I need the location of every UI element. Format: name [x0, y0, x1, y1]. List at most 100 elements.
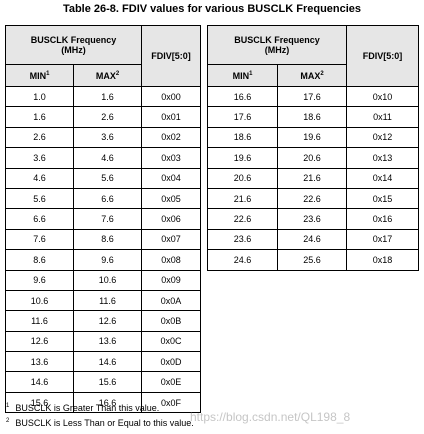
min-cell: 22.6 — [207, 208, 278, 230]
data-row: 4.6 5.6 0x04 — [5, 167, 202, 189]
data-row: 11.6 12.6 0x0B — [5, 310, 202, 332]
fdiv-cell: 0x05 — [141, 187, 202, 210]
group-header: BUSCLK Frequency (MHz) — [206, 25, 348, 65]
header-line: (MHz) — [264, 45, 290, 55]
max-header: MAX2 — [276, 64, 348, 87]
fdiv-cell: 0x0E — [141, 371, 202, 393]
min-header: MIN1 — [207, 64, 278, 87]
min-cell: 10.6 — [5, 289, 74, 312]
data-row: 21.6 22.6 0x15 — [207, 187, 420, 210]
max-cell: 18.6 — [276, 106, 348, 128]
footnote-ref: 1 — [46, 70, 50, 77]
min-cell: 23.6 — [207, 228, 278, 251]
header-line: BUSCLK Frequency — [234, 35, 320, 45]
header-text: MIN — [29, 70, 47, 81]
fdiv-cell: 0x09 — [141, 269, 202, 291]
fdiv-cell: 0x0D — [141, 351, 202, 373]
data-row: 10.6 11.6 0x0A — [5, 289, 202, 312]
data-row: 12.6 13.6 0x0C — [5, 330, 202, 353]
max-cell: 15.6 — [72, 371, 143, 393]
fdiv-cell: 0x12 — [346, 126, 420, 149]
max-cell: 17.6 — [276, 85, 348, 108]
max-cell: 8.6 — [72, 228, 143, 251]
max-cell: 19.6 — [276, 126, 348, 149]
min-cell: 14.6 — [5, 371, 74, 393]
fdiv-cell: 0x02 — [141, 126, 202, 149]
data-row: 2.6 3.6 0x02 — [5, 126, 202, 149]
data-row: 8.6 9.6 0x08 — [5, 249, 202, 271]
fdiv-cell: 0x11 — [346, 106, 420, 128]
data-table: BUSCLK Frequency (MHz) FDIV[5:0] MIN1 MAX2 16… — [206, 25, 420, 271]
min-cell: 12.6 — [5, 330, 74, 353]
max-cell: 11.6 — [72, 289, 143, 312]
fdiv-cell: 0x10 — [346, 85, 420, 108]
fdiv-cell: 0x00 — [141, 85, 202, 108]
max-cell: 6.6 — [72, 187, 143, 210]
data-table: BUSCLK Frequency (MHz) FDIV[5:0] MIN1 MAX2 1.… — [4, 25, 202, 414]
data-row: 5.6 6.6 0x05 — [5, 187, 202, 210]
min-cell: 21.6 — [207, 187, 278, 210]
min-cell: 17.6 — [207, 106, 278, 128]
fdiv-header: FDIV[5:0] — [346, 25, 420, 87]
min-cell: 18.6 — [207, 126, 278, 149]
min-cell: 4.6 — [5, 167, 74, 189]
data-row: 23.6 24.6 0x17 — [207, 228, 420, 251]
fdiv-cell: 0x0F — [141, 391, 202, 414]
data-row: 1.0 1.6 0x00 — [5, 85, 202, 108]
min-header: MIN1 — [5, 64, 74, 87]
fdiv-cell: 0x04 — [141, 167, 202, 189]
fdiv-cell: 0x0C — [141, 330, 202, 353]
max-cell: 22.6 — [276, 187, 348, 210]
data-row: 20.6 21.6 0x14 — [207, 167, 420, 189]
fdiv-cell: 0x0B — [141, 310, 202, 332]
data-row: 7.6 8.6 0x07 — [5, 228, 202, 251]
fdiv-cell: 0x06 — [141, 208, 202, 230]
data-row: 9.6 10.6 0x09 — [5, 269, 202, 291]
max-cell: 5.6 — [72, 167, 143, 189]
header-text: MIN — [232, 70, 250, 81]
header-text: MAX — [300, 70, 321, 81]
max-cell: 1.6 — [72, 85, 143, 108]
data-row: 16.6 17.6 0x10 — [207, 85, 420, 108]
data-row: 19.6 20.6 0x13 — [207, 147, 420, 169]
data-row: 22.6 23.6 0x16 — [207, 208, 420, 230]
header-text: MAX — [95, 70, 116, 81]
footnote-text: BUSCLK is Greater Than this value. — [15, 403, 160, 413]
header-line: BUSCLK Frequency — [30, 35, 117, 45]
data-row: 15.6 16.6 0x0F — [5, 391, 202, 414]
min-cell: 5.6 — [5, 187, 74, 210]
min-cell: 8.6 — [5, 249, 74, 271]
max-cell: 16.6 — [72, 391, 143, 414]
footnote-ref: 2 — [320, 70, 324, 77]
data-row: 24.6 25.6 0x18 — [207, 249, 420, 271]
header-row: BUSCLK Frequency (MHz) FDIV[5:0] — [4, 25, 202, 87]
max-cell: 4.6 — [72, 147, 143, 169]
footnote: 1 BUSCLK is Greater Than this value. — [6, 403, 159, 413]
max-cell: 21.6 — [276, 167, 348, 189]
max-cell: 25.6 — [276, 249, 348, 271]
min-cell: 6.6 — [5, 208, 74, 230]
data-row: 17.6 18.6 0x11 — [207, 106, 420, 128]
fdiv-cell: 0x16 — [346, 208, 420, 230]
fdiv-cell: 0x07 — [141, 228, 202, 251]
fdiv-cell: 0x03 — [141, 147, 202, 169]
fdiv-header: FDIV[5:0] — [141, 25, 202, 87]
table-title: Table 26-8. FDIV values for various BUSC… — [62, 3, 362, 15]
footnote: 2 BUSCLK is Less Than or Equal to this va… — [6, 418, 194, 428]
fdiv-cell: 0x14 — [346, 167, 420, 189]
min-cell: 15.6 — [5, 391, 74, 414]
min-cell: 2.6 — [5, 126, 74, 149]
max-cell: 23.6 — [276, 208, 348, 230]
footnote-mark: 2 — [6, 418, 10, 424]
min-cell: 13.6 — [5, 351, 74, 373]
max-cell: 12.6 — [72, 310, 143, 332]
min-cell: 3.6 — [5, 147, 74, 169]
max-cell: 10.6 — [72, 269, 143, 291]
fdiv-cell: 0x01 — [141, 106, 202, 128]
data-row: 14.6 15.6 0x0E — [5, 371, 202, 393]
group-header: BUSCLK Frequency (MHz) — [4, 25, 143, 65]
data-row: 3.6 4.6 0x03 — [5, 147, 202, 169]
fdiv-cell: 0x15 — [346, 187, 420, 210]
watermark: https://blog.csdn.net/QL198_8 — [190, 410, 351, 424]
